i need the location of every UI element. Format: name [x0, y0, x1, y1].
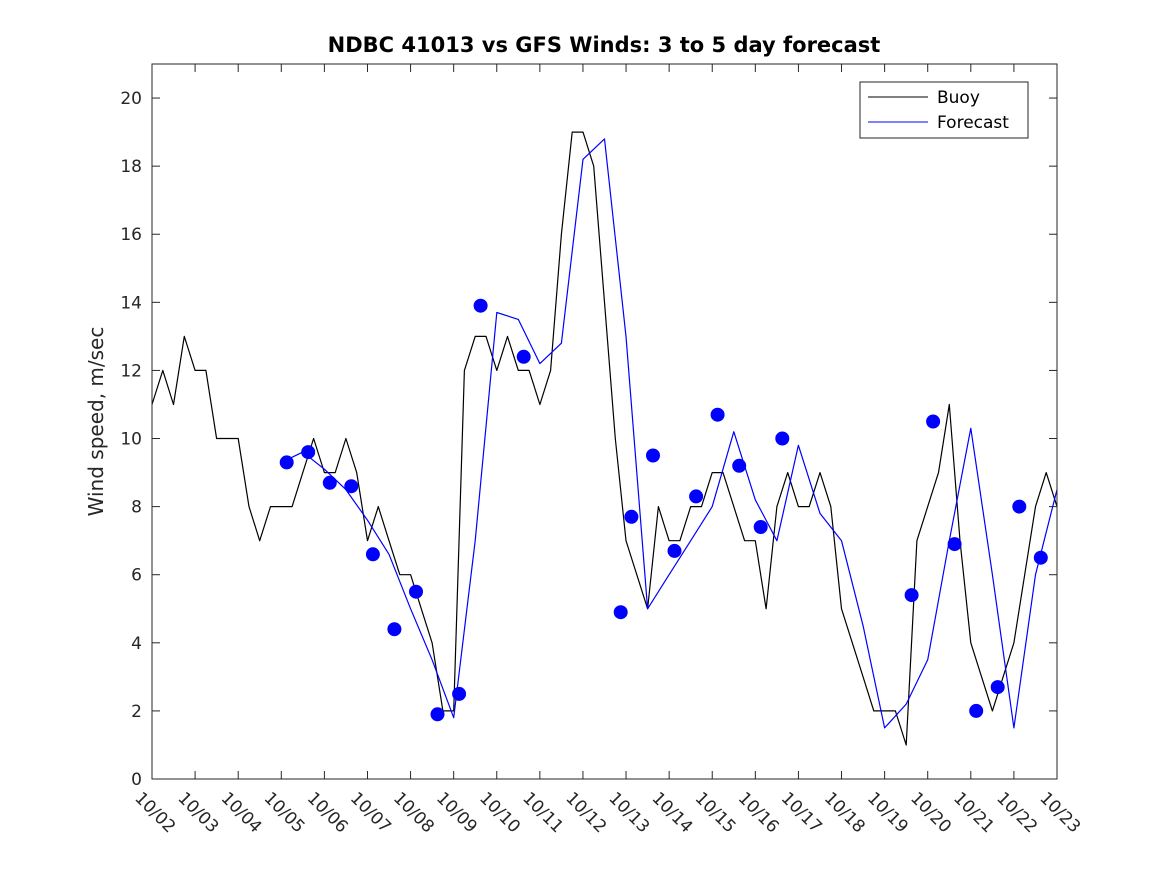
forecast-marker: [301, 445, 316, 460]
forecast-marker: [1012, 499, 1027, 514]
plot-area: [152, 64, 1057, 779]
forecast-marker: [516, 349, 531, 364]
forecast-marker: [430, 707, 445, 722]
y-tick-label: 20: [120, 89, 142, 109]
forecast-marker: [775, 431, 790, 446]
y-axis: 0 2 4 6 8 10 12 14 16 18 20: [120, 89, 1057, 790]
forecast-marker: [624, 509, 639, 524]
forecast-marker: [689, 489, 704, 504]
y-tick-label: 16: [120, 225, 142, 245]
legend-box: [859, 81, 1029, 139]
series-line-forecast: [281, 138, 1058, 729]
forecast-marker: [969, 703, 984, 718]
y-tick-label: 2: [131, 702, 142, 722]
forecast-marker: [947, 537, 962, 552]
forecast-marker: [344, 479, 359, 494]
y-tick-label: 0: [131, 770, 142, 790]
forecast-marker: [667, 543, 682, 558]
forecast-marker: [646, 448, 660, 463]
y-tick-label: 12: [120, 361, 142, 381]
forecast-marker: [904, 588, 919, 603]
forecast-marker: [753, 520, 768, 534]
forecast-marker: [613, 605, 628, 620]
forecast-marker: [279, 455, 294, 470]
forecast-marker: [926, 414, 941, 429]
y-tick-label: 18: [120, 157, 142, 177]
forecast-marker: [710, 407, 725, 422]
series-layer: [151, 131, 1058, 746]
forecast-marker: [365, 547, 380, 562]
legend: Buoy Forecast: [859, 81, 1029, 139]
y-tick-label: 4: [131, 634, 142, 654]
forecast-marker: [732, 458, 747, 473]
legend-label-forecast: Forecast: [937, 113, 1009, 133]
y-tick-label: 14: [120, 293, 142, 313]
forecast-marker: [387, 622, 402, 637]
y-tick-label: 6: [131, 566, 142, 586]
y-tick-label: 8: [131, 498, 142, 518]
chart-title: NDBC 41013 vs GFS Winds: 3 to 5 day fore…: [328, 33, 881, 57]
forecast-marker: [1033, 550, 1048, 565]
forecast-marker: [322, 475, 337, 490]
y-tick-label: 10: [120, 430, 142, 450]
forecast-marker: [409, 584, 423, 599]
forecast-marker: [473, 298, 488, 313]
marker-layer: [279, 298, 1048, 722]
forecast-marker: [990, 680, 1005, 695]
series-line-buoy: [151, 131, 1058, 746]
forecast-marker: [452, 686, 467, 701]
y-axis-label: Wind speed, m/sec: [84, 327, 108, 517]
axes-frame: [151, 63, 1058, 780]
legend-label-buoy: Buoy: [937, 88, 980, 108]
